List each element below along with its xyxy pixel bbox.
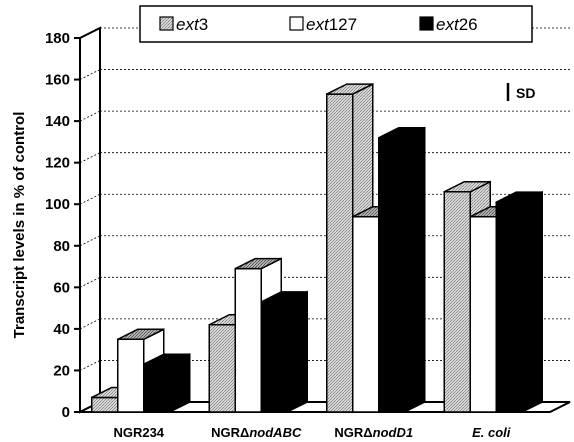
legend-swatch	[159, 16, 174, 31]
x-category-label: NGRΔnodABC	[211, 425, 302, 440]
x-category-label: E. coli	[472, 425, 511, 440]
y-tick-label: 140	[45, 113, 70, 130]
y-tick-label: 120	[45, 155, 70, 172]
chart-bars	[91, 82, 543, 414]
y-tick-label: 80	[53, 238, 70, 255]
sd-label: SD	[516, 85, 535, 101]
y-tick-label: 60	[53, 279, 70, 296]
legend-box	[139, 5, 533, 43]
bar-1-2	[260, 290, 308, 414]
bar-3-2	[495, 190, 543, 414]
legend-label: ext127	[306, 15, 357, 34]
sd-annotation: SD	[506, 83, 535, 101]
y-tick-label: 180	[45, 30, 70, 47]
y-axis-label: Transcript levels in % of control	[11, 112, 28, 339]
y-tick-label: 100	[45, 196, 70, 213]
y-tick-label: 160	[45, 72, 70, 89]
x-category-label: NGRΔnodD1	[334, 425, 413, 440]
bar-0-2	[143, 352, 191, 414]
x-category-label: NGR234	[113, 425, 164, 440]
y-tick-label: 40	[53, 321, 70, 338]
legend-swatch	[289, 16, 304, 31]
legend-label: ext3	[176, 15, 208, 34]
y-tick-label: 0	[62, 404, 70, 421]
bar-2-2	[378, 126, 426, 414]
legend: ext3 ext127 ext26	[139, 5, 533, 43]
legend-swatch	[419, 16, 434, 31]
left-wall	[79, 26, 101, 414]
y-tick-label: 20	[53, 362, 70, 379]
legend-label: ext26	[436, 15, 478, 34]
x-category-labels: NGR234 NGRΔnodABC NGRΔnodD1 E. coli	[113, 425, 510, 440]
y-tick-labels: 0 20 40 60 80 100 120 140 160 180	[45, 30, 70, 421]
